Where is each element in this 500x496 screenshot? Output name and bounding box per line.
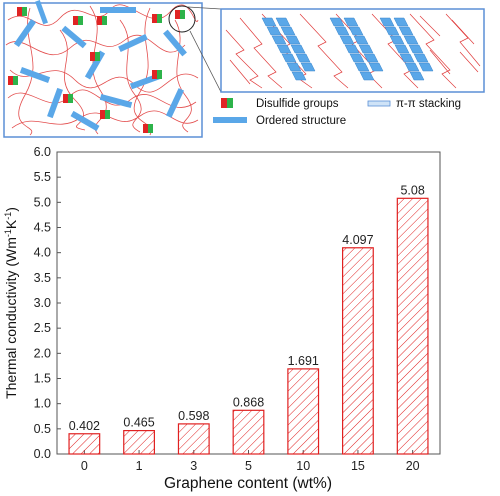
bar-5	[232, 409, 265, 455]
graphene-platelets	[13, 0, 187, 132]
data-label-3: 0.598	[178, 409, 209, 423]
ordered-legend-icon	[213, 117, 247, 123]
x-tick-label: 10	[296, 459, 310, 473]
data-label-0: 0.402	[69, 419, 100, 433]
disulfide-markers	[8, 7, 185, 133]
pi-stacking-legend-icon	[367, 100, 391, 107]
schematic-legend: Disulfide groups π-π stacking Ordered st…	[213, 98, 461, 127]
legend-pi-stacking-label: π-π stacking	[396, 98, 461, 110]
y-axis-label: Thermal conductivity (Wm-1K-1)	[3, 207, 19, 399]
y-tick-label: 2.0	[34, 346, 51, 360]
x-tick-label: 20	[406, 459, 420, 473]
data-label-10: 1.691	[288, 354, 319, 368]
y-tick-label: 1.5	[34, 372, 51, 386]
bar-0	[68, 433, 101, 455]
legend-disulfide-label: Disulfide groups	[256, 98, 339, 110]
y-tick-label: 2.5	[34, 321, 51, 335]
zoom-line-top	[187, 6, 222, 10]
bar-15	[342, 247, 374, 455]
data-label-1: 0.465	[123, 416, 154, 430]
stacked-graphene-columns	[261, 17, 434, 81]
disulfide-legend-icon	[221, 98, 233, 108]
legend-ordered-label: Ordered structure	[256, 115, 346, 127]
bar-3	[177, 423, 210, 455]
bar-1	[123, 429, 155, 455]
y-axis-ticks: 0.0 0.5 1.0 1.5 2.0 2.5 3.0 3.5 4.0 4.5 5.0 5.5 6.0	[34, 145, 61, 461]
y-tick-label: 6.0	[34, 145, 51, 159]
y-tick-label: 4.0	[34, 246, 51, 260]
x-tick-label: 1	[136, 459, 143, 473]
y-tick-label: 3.5	[34, 271, 51, 285]
y-tick-label: 5.0	[34, 195, 51, 209]
y-tick-label: 0.5	[34, 422, 51, 436]
bars	[68, 197, 429, 455]
data-label-20: 5.08	[400, 183, 424, 197]
y-tick-label: 4.5	[34, 221, 51, 235]
y-tick-label: 3.0	[34, 296, 51, 310]
bar-10	[287, 368, 320, 455]
x-tick-label: 3	[190, 459, 197, 473]
data-label-15: 4.097	[342, 233, 373, 247]
y-tick-label: 1.0	[34, 397, 51, 411]
y-tick-label: 5.5	[34, 170, 51, 184]
schematic-panel: Disulfide groups π-π stacking Ordered st…	[3, 0, 485, 138]
bar-20	[396, 197, 429, 455]
x-tick-label: 15	[351, 459, 365, 473]
x-tick-label: 0	[81, 459, 88, 473]
data-labels: 0.402 0.465 0.598 0.868 1.691 4.097 5.08	[69, 183, 425, 432]
x-tick-label: 5	[245, 459, 252, 473]
bar-chart: 0.00.51.01.52.02.53.03.54.04.55.05.56.0 …	[3, 145, 441, 492]
zoom-circle	[168, 5, 196, 33]
data-label-5: 0.868	[233, 395, 264, 409]
zoom-line-bottom	[189, 30, 222, 93]
y-tick-label: 0.0	[34, 447, 51, 461]
x-axis-label: Graphene content (wt%)	[164, 475, 332, 492]
